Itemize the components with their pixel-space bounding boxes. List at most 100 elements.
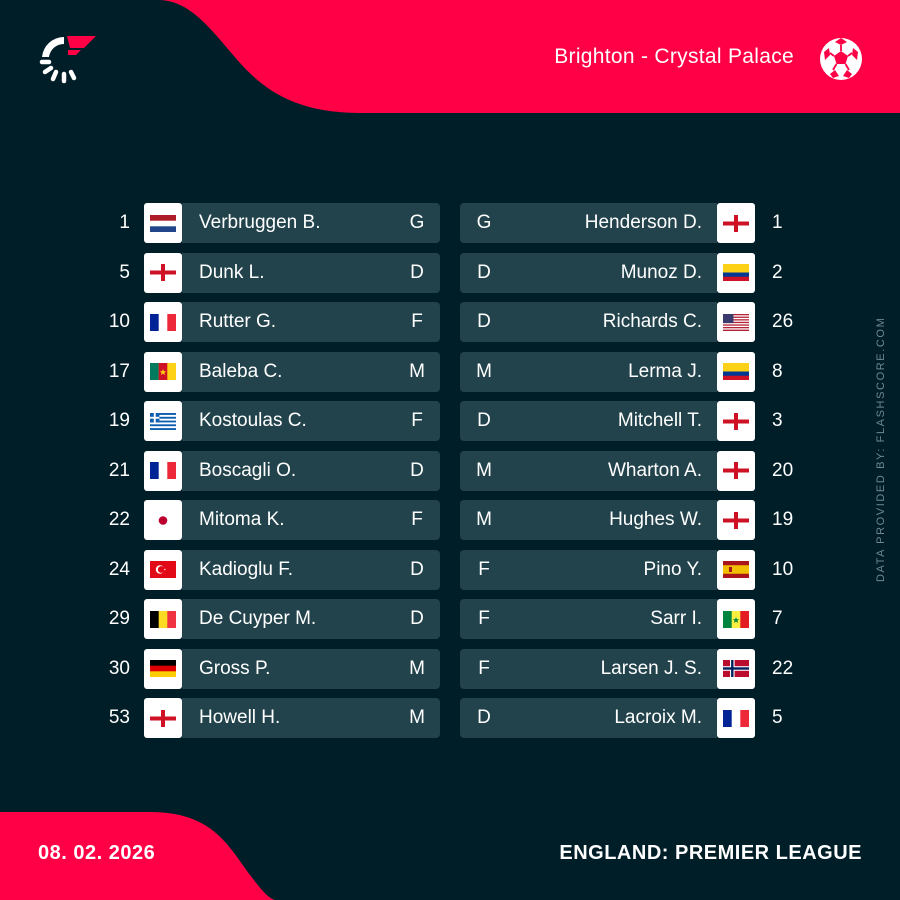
player-bar: Henderson D. G — [460, 203, 717, 243]
player-position: G — [409, 212, 425, 233]
player-position: D — [477, 410, 491, 431]
shirt-number: 30 — [108, 657, 130, 679]
home-player-row: 5 Dunk L. D — [96, 252, 440, 293]
player-bar: Lerma J. M — [460, 351, 717, 392]
player-bar: Kadioglu F. D — [182, 549, 440, 590]
usa-flag-icon — [723, 313, 749, 331]
shirt-number: 19 — [108, 410, 130, 431]
player-name: Verbruggen B. — [199, 212, 321, 233]
home-player-row: 29 De Cuyper M. D — [96, 599, 440, 639]
player-position: D — [410, 558, 424, 580]
player-bar: Lacroix M. D — [460, 698, 717, 738]
belgium-flag-icon — [150, 610, 176, 628]
player-position: D — [410, 261, 424, 283]
colombia-flag-icon — [723, 264, 749, 281]
senegal-flag-icon — [723, 610, 749, 628]
home-player-row: 24 Kadioglu F. D — [96, 549, 440, 590]
player-position: F — [478, 657, 490, 679]
player-bar: Sarr I. F — [460, 599, 717, 639]
england-flag-icon — [150, 709, 176, 727]
nationality-flag — [717, 401, 755, 441]
shirt-number: 7 — [772, 608, 783, 629]
match-date: 08. 02. 2026 — [38, 842, 156, 864]
nationality-flag — [144, 203, 182, 243]
player-position: D — [477, 707, 491, 728]
away-player-row: 1 Henderson D. G — [460, 203, 804, 243]
player-bar: Howell H. M — [182, 698, 440, 738]
player-position: F — [411, 509, 423, 530]
player-bar: Boscagli O. D — [182, 450, 440, 491]
player-bar: Hughes W. M — [460, 500, 717, 540]
shirt-number: 29 — [108, 608, 130, 629]
nationality-flag — [144, 450, 182, 491]
nationality-flag — [717, 302, 755, 342]
nationality-flag — [144, 302, 182, 342]
soccer-ball-icon — [820, 38, 862, 80]
player-position: D — [410, 608, 424, 629]
england-flag-icon — [723, 511, 749, 529]
england-flag-icon — [723, 412, 749, 430]
player-name: Mitoma K. — [199, 509, 285, 530]
player-position: M — [476, 509, 492, 530]
home-player-row: 22 Mitoma K. F — [96, 500, 440, 540]
player-name: Larsen J. S. — [600, 657, 702, 679]
player-position: F — [478, 608, 490, 629]
player-bar: Kostoulas C. F — [182, 401, 440, 441]
player-bar: Gross P. M — [182, 648, 440, 689]
nationality-flag — [144, 401, 182, 441]
competition-name: ENGLAND: PREMIER LEAGUE — [559, 842, 862, 864]
nationality-flag — [144, 698, 182, 738]
nationality-flag — [717, 252, 755, 293]
player-position: M — [409, 657, 425, 679]
player-name: Wharton A. — [608, 459, 702, 481]
player-bar: Mitoma K. F — [182, 500, 440, 540]
match-title: Brighton - Crystal Palace — [554, 45, 794, 68]
player-bar: Rutter G. F — [182, 302, 440, 342]
player-name: Kostoulas C. — [199, 410, 307, 431]
home-player-row: 53 Howell H. M — [96, 698, 440, 738]
player-position: G — [476, 212, 492, 233]
japan-flag-icon — [150, 511, 176, 529]
shirt-number: 5 — [119, 261, 130, 283]
player-bar: Baleba C. M — [182, 351, 440, 392]
nationality-flag — [717, 549, 755, 590]
shirt-number: 5 — [772, 707, 783, 728]
shirt-number: 2 — [772, 261, 783, 283]
england-flag-icon — [723, 462, 749, 479]
greece-flag-icon — [150, 412, 176, 430]
player-position: F — [411, 410, 423, 431]
player-name: Hughes W. — [609, 509, 702, 530]
player-position: M — [409, 360, 425, 382]
shirt-number: 10 — [108, 311, 130, 332]
nationality-flag — [144, 500, 182, 540]
nationality-flag — [717, 648, 755, 689]
away-player-row: 26 Richards C. D — [460, 302, 804, 342]
player-position: D — [410, 459, 424, 481]
cameroon-flag-icon — [150, 363, 176, 380]
home-player-row: 21 Boscagli O. D — [96, 450, 440, 491]
nationality-flag — [717, 599, 755, 639]
home-player-row: 30 Gross P. M — [96, 648, 440, 689]
away-player-row: 19 Hughes W. M — [460, 500, 804, 540]
player-name: Sarr I. — [650, 608, 702, 629]
norway-flag-icon — [723, 660, 749, 677]
home-player-row: 1 Verbruggen B. G — [96, 203, 440, 243]
colombia-flag-icon — [723, 363, 749, 380]
player-name: Pino Y. — [643, 558, 702, 580]
player-position: D — [477, 261, 491, 283]
england-flag-icon — [723, 214, 749, 232]
shirt-number: 53 — [108, 707, 130, 728]
shirt-number: 17 — [108, 360, 130, 382]
player-name: Baleba C. — [199, 360, 283, 382]
player-bar: Pino Y. F — [460, 549, 717, 590]
away-player-row: 7 Sarr I. F — [460, 599, 804, 639]
player-name: Henderson D. — [584, 212, 702, 233]
shirt-number: 20 — [772, 459, 794, 481]
nationality-flag — [717, 203, 755, 243]
shirt-number: 19 — [772, 509, 794, 530]
nationality-flag — [717, 500, 755, 540]
player-bar: De Cuyper M. D — [182, 599, 440, 639]
shirt-number: 10 — [772, 558, 794, 580]
nationality-flag — [144, 252, 182, 293]
nationality-flag — [144, 648, 182, 689]
